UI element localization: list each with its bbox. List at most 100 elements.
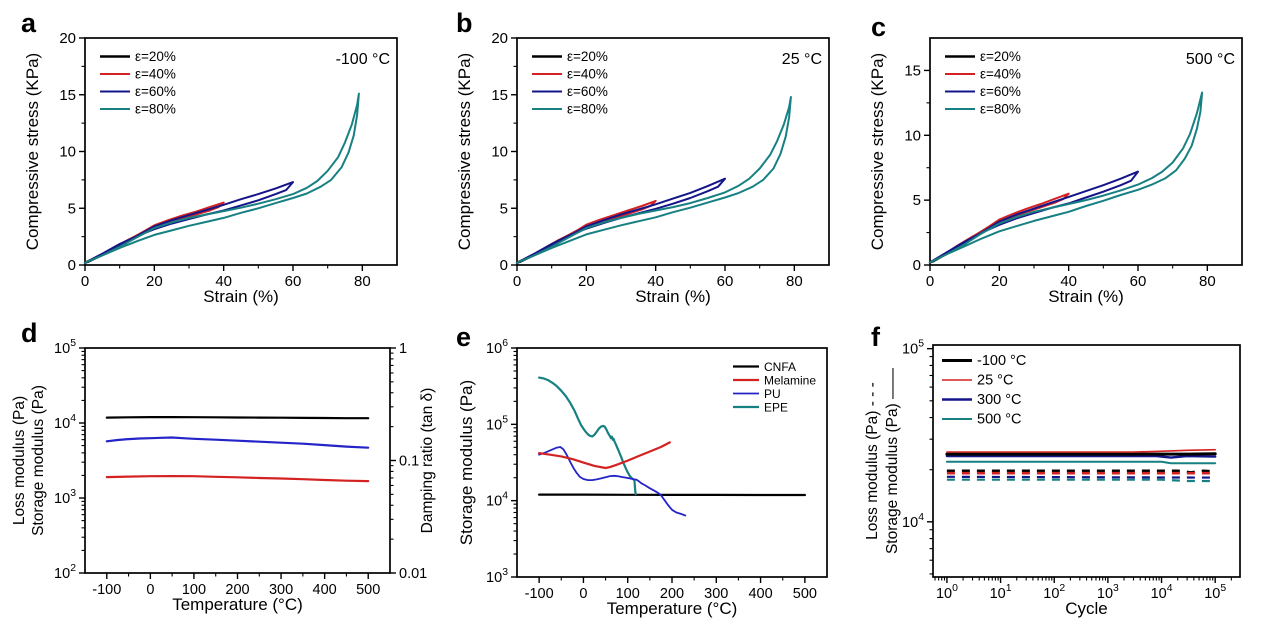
legend-label: 25 °C [977, 373, 1013, 389]
tick-label: 0 [513, 273, 521, 290]
series-25 °C [946, 448, 1216, 453]
series-500 °C [945, 460, 1217, 465]
tick-label: 20 [146, 273, 163, 290]
tick-label: 104 [902, 512, 924, 531]
panel-a: 0 20 40 60 80 Strain (%) 0 5 10 15 20 Compressive s… [23, 30, 398, 306]
series-Melamine [537, 441, 671, 470]
legend-label: ε=20% [980, 49, 1021, 64]
panel-b-letter: b [456, 8, 473, 38]
tick-label: 0.1 [399, 454, 419, 470]
y-axis-title: Storage modulus (Pa) [457, 380, 476, 545]
tick-label: 20 [991, 273, 1008, 290]
tick-label: 40 [1060, 273, 1077, 290]
tick-label: 60 [1130, 273, 1147, 290]
series-Loss modulus [105, 475, 370, 483]
legend-label: ε=80% [135, 102, 176, 117]
tick-label: 104 [1151, 583, 1173, 602]
temperature-annotation: -100 °C [336, 51, 390, 68]
y2-axis-title: Damping ratio (tan δ) [419, 388, 436, 534]
x-axis-title: Temperature (°C) [607, 599, 738, 618]
legend: -100 °C 25 °C 300 °C 500 °C [942, 353, 1026, 428]
series-Storage modulus [105, 416, 370, 420]
tick-label: 105 [1204, 583, 1226, 602]
legend-label: ε=20% [567, 49, 608, 64]
tick-label: 5 [68, 200, 76, 217]
legend-label: ε=60% [135, 84, 176, 99]
tick-label: 105 [902, 339, 924, 358]
tick-label: 104 [486, 491, 508, 510]
tick-label: 100 [936, 583, 958, 602]
tick-label: 15 [59, 87, 76, 104]
tick-label: 20 [491, 30, 508, 47]
tick-label: 400 [313, 582, 337, 598]
legend: ε=20% ε=40% ε=60% ε=80% [532, 49, 608, 117]
y-axis-title: Loss modulus (Pa) [11, 396, 28, 525]
legend-label: CNFA [764, 360, 796, 374]
tick-label: 10 [59, 144, 76, 161]
legend-label: 300 °C [977, 392, 1022, 408]
panel-e-letter: e [456, 322, 472, 352]
tick-label: 103 [54, 488, 76, 507]
tick-label: 15 [904, 62, 921, 79]
tick-label: 104 [54, 413, 76, 432]
temperature-annotation: 500 °C [1186, 51, 1235, 68]
series-300 °C [945, 454, 1217, 459]
tick-label: 60 [285, 273, 302, 290]
y-axis-title: Compressive stress (KPa) [23, 53, 42, 250]
legend-label: 500 °C [977, 412, 1022, 428]
series-Damping ratio [105, 436, 370, 449]
panel-a-letter: a [21, 8, 37, 38]
tick-label: 40 [215, 273, 232, 290]
tick-label: 500 [356, 582, 380, 598]
legend-label: ε=80% [980, 102, 1021, 117]
tick-label: 80 [786, 273, 803, 290]
tick-label: 102 [54, 563, 76, 582]
y-axis-title: Compressive stress (KPa) [455, 53, 474, 250]
x-axis-title: Cycle [1065, 599, 1108, 618]
panel-d-letter: d [21, 318, 38, 348]
tick-label: 0 [579, 586, 587, 602]
tick-label: 0 [926, 273, 934, 290]
tick-label: 300 [269, 582, 293, 598]
legend-label: ε=40% [135, 67, 176, 82]
legend-label: ε=60% [567, 84, 608, 99]
legend-label: ε=20% [135, 49, 176, 64]
tick-label: 0 [500, 257, 508, 274]
y-axis-title: Loss modulus (Pa) - - - [864, 382, 881, 540]
y-axis-title: Storage modulus (Pa) —— [884, 367, 901, 554]
x-axis-title: Strain (%) [1048, 287, 1124, 306]
legend-label: ε=40% [980, 67, 1021, 82]
tick-label: 100 [616, 586, 640, 602]
legend-label: ε=80% [567, 102, 608, 117]
x-axis-title: Temperature (°C) [172, 595, 303, 614]
y-axis-title: Compressive stress (KPa) [868, 53, 887, 250]
series-loss 300 °C [946, 475, 1216, 479]
tick-label: 10 [904, 127, 921, 144]
legend: ε=20% ε=40% ε=60% ε=80% [945, 49, 1021, 117]
tick-label: 5 [913, 192, 921, 209]
series-loss 500 °C [946, 478, 1216, 483]
legend-label: -100 °C [977, 353, 1026, 369]
tick-label: -100 [525, 586, 554, 602]
legend-label: Melamine [764, 374, 816, 388]
x-axis-title: Strain (%) [203, 287, 279, 306]
series-ε=60% [929, 170, 1139, 264]
tick-label: 0 [68, 257, 76, 274]
series-ε=80% [516, 96, 792, 264]
tick-label: 103 [1097, 583, 1119, 602]
tick-label: 200 [660, 586, 684, 602]
axis-frame [929, 37, 1243, 266]
series-ε=60% [84, 181, 294, 264]
panel-e: -100 0 100 200 300 400 500 Temperature (°C) 103 1… [457, 338, 828, 618]
tick-label: 0 [913, 257, 921, 274]
temperature-annotation: 25 °C [782, 51, 822, 68]
tick-label: 0 [146, 582, 154, 598]
tick-label: 5 [500, 200, 508, 217]
tick-label: 40 [647, 273, 664, 290]
tick-label: 20 [578, 273, 595, 290]
tick-label: 105 [486, 414, 508, 433]
legend-label: ε=60% [980, 84, 1021, 99]
tick-label: 500 [793, 586, 817, 602]
